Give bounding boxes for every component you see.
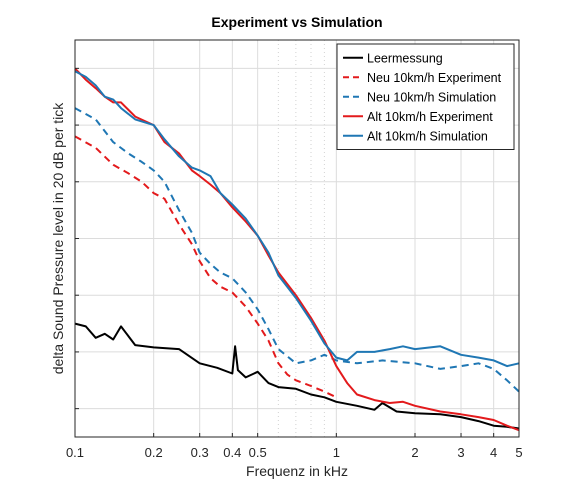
series-lines (74, 67, 520, 432)
chart-title: Experiment vs Simulation (211, 14, 382, 30)
y-axis-label: delta Sound Pressure level in 20 dB per … (50, 102, 66, 375)
x-tick-label: 3 (457, 445, 464, 460)
x-tick-label: 0.5 (249, 445, 267, 460)
x-tick-label: 0.1 (66, 445, 84, 460)
legend-label-1: Leermessung (367, 51, 443, 65)
legend-label-2: Neu 10km/h Experiment (367, 71, 502, 85)
legend-label-3: Neu 10km/h Simulation (367, 90, 496, 104)
x-tick-label: 0.4 (223, 445, 241, 460)
x-tick-label: 0.3 (191, 445, 209, 460)
series-line-5 (74, 70, 520, 368)
series-line-4 (74, 67, 520, 432)
x-tick-label: 4 (490, 445, 497, 460)
x-axis-label: Frequenz in kHz (246, 463, 348, 479)
x-tick-label: 2 (411, 445, 418, 460)
legend-label-5: Alt 10km/h Simulation (367, 129, 488, 143)
series-line-1 (74, 322, 520, 430)
x-tick-label: 1 (333, 445, 340, 460)
x-tick-label: 5 (515, 445, 522, 460)
series-line-3 (74, 107, 520, 393)
series-line-2 (74, 135, 337, 399)
axis-ticks: 0.1 0.2 0.3 0.4 0.5 1 2 3 4 5 (66, 67, 523, 460)
x-tick-label: 0.2 (145, 445, 163, 460)
legend-label-4: Alt 10km/h Experiment (367, 110, 493, 124)
legend-box (336, 43, 515, 150)
legend: Leermessung Neu 10km/h Experiment Neu 10km… (336, 43, 515, 150)
